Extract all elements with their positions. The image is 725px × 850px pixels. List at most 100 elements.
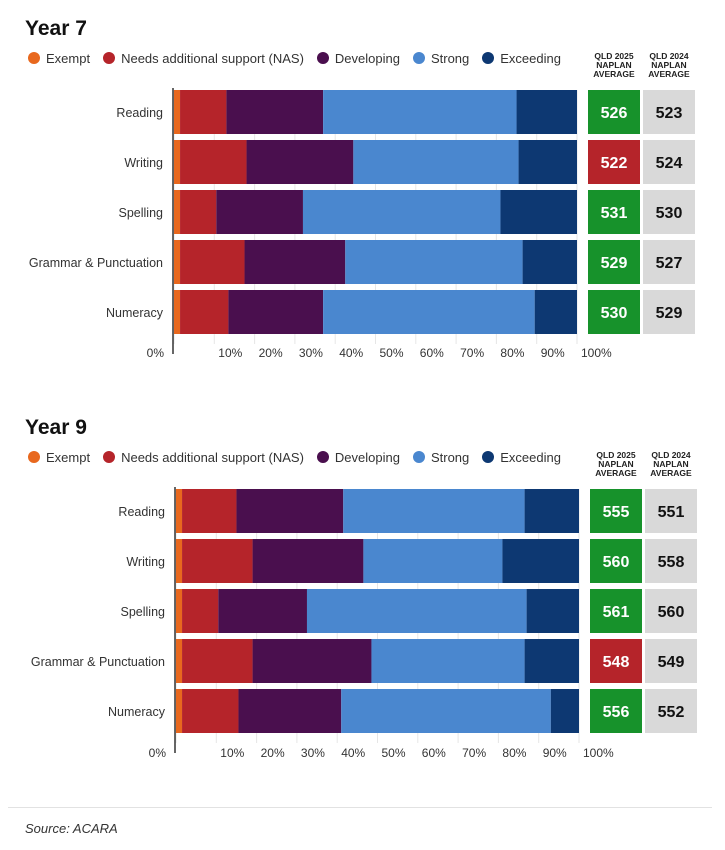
x-tick-label: 100% <box>583 746 614 760</box>
bar-segment <box>176 489 183 533</box>
bar-segment <box>176 639 183 683</box>
bar-segment <box>518 140 577 184</box>
x-tick-label: 90% <box>543 746 567 760</box>
legend-item-nas: Needs additional support (NAS) <box>103 450 304 465</box>
legend-label: Needs additional support (NAS) <box>121 50 304 66</box>
legend-swatch-exempt <box>28 451 40 463</box>
x-tick-label: 80% <box>500 346 524 360</box>
avg-2025-value: 526 <box>601 105 628 122</box>
legend-label: Needs additional support (NAS) <box>121 449 304 465</box>
avg-2025-value: 560 <box>603 554 630 571</box>
avg-2025-box <box>590 489 642 533</box>
bar-segment <box>341 689 551 733</box>
bar-segment <box>550 689 579 733</box>
category-label: Writing <box>126 555 165 569</box>
bar-segment <box>252 639 372 683</box>
bar-segment <box>180 90 227 134</box>
avg-2024-box <box>645 589 697 633</box>
legend-swatch-exceeding <box>482 52 495 64</box>
x-tick-label: 30% <box>301 746 325 760</box>
avg-2025-value: 529 <box>601 255 628 272</box>
avg-2024-value: 560 <box>658 604 685 621</box>
category-label: Spelling <box>121 605 166 619</box>
bar-segment <box>180 240 245 284</box>
legend-item-nas: Needs additional support (NAS) <box>103 51 304 66</box>
avg-2025-box <box>588 190 640 234</box>
year9-header-2025: QLD 2025 NAPLAN AVERAGE <box>595 450 637 478</box>
bar-segment <box>246 140 354 184</box>
bar-segment <box>371 639 525 683</box>
bar-segment <box>323 90 517 134</box>
bar-segment <box>174 290 181 334</box>
legend-label: Developing <box>334 449 400 465</box>
category-label: Grammar & Punctuation <box>29 256 163 270</box>
bar-segment <box>182 639 253 683</box>
bar-segment <box>524 639 579 683</box>
bar-segment <box>236 489 344 533</box>
legend-swatch-nas <box>103 451 116 463</box>
bar-segment <box>226 90 324 134</box>
x-tick-label: 40% <box>341 746 365 760</box>
bar-segment <box>182 489 237 533</box>
legend-label: Exempt <box>46 449 91 465</box>
legend-label: Exempt <box>46 50 91 66</box>
legend-label: Strong <box>430 50 470 66</box>
avg-2025-box <box>588 90 640 134</box>
x-tick-label: 60% <box>422 746 446 760</box>
bar-segment <box>323 290 535 334</box>
x-tick-label: 40% <box>339 346 363 360</box>
bar-segment <box>522 240 577 284</box>
year9-legend: Exempt Needs additional support (NAS) De… <box>28 449 574 465</box>
category-label: Writing <box>124 156 163 170</box>
bar-segment <box>238 689 342 733</box>
legend-item-exceeding: Exceeding <box>482 51 561 66</box>
x-tick-label: 90% <box>541 346 565 360</box>
avg-2025-value: 561 <box>603 604 630 621</box>
avg-2025-value: 531 <box>601 205 628 222</box>
avg-2025-box <box>588 140 640 184</box>
avg-2024-value: 523 <box>656 105 683 122</box>
legend-swatch-developing <box>316 52 329 64</box>
x-tick-label: 60% <box>420 346 444 360</box>
bar-segment <box>302 190 501 234</box>
bar-segment <box>174 240 181 284</box>
bar-segment <box>182 689 239 733</box>
avg-2024-box <box>643 240 695 284</box>
chart-year7: Reading 526 523 Writing 522 524 Spelling 531 530… <box>29 88 695 360</box>
bar-segment <box>218 589 307 633</box>
bar-segment <box>180 140 247 184</box>
x-tick-label: 50% <box>382 746 406 760</box>
bar-segment <box>252 539 364 583</box>
bar-segment <box>216 190 303 234</box>
bar-segment <box>182 589 219 633</box>
bar-segment <box>363 539 503 583</box>
bar-segment <box>526 589 579 633</box>
year7-title: Year 7 <box>25 17 87 40</box>
bar-segment <box>343 489 525 533</box>
avg-2024-value: 527 <box>656 255 683 272</box>
x-tick-label: 100% <box>581 346 612 360</box>
bar-segment <box>180 190 217 234</box>
avg-2024-value: 549 <box>658 654 685 671</box>
avg-2024-box <box>645 689 697 733</box>
bar-segment <box>353 140 519 184</box>
x-tick-label: 10% <box>218 346 242 360</box>
avg-2025-box <box>590 639 642 683</box>
avg-2025-value: 556 <box>603 704 630 721</box>
x-tick-label: 70% <box>462 746 486 760</box>
avg-2025-value: 555 <box>603 504 630 521</box>
bar-segment <box>500 190 577 234</box>
bar-segment <box>180 290 229 334</box>
category-label: Grammar & Punctuation <box>31 655 165 669</box>
legend-item-strong: Strong <box>412 50 470 66</box>
bar-segment <box>516 90 577 134</box>
avg-2024-box <box>645 489 697 533</box>
bar-segment <box>534 290 577 334</box>
bar-segment <box>176 539 183 583</box>
x-tick-label: 80% <box>502 746 526 760</box>
legend-label: Exceeding <box>500 50 561 66</box>
avg-2024-value: 552 <box>658 704 685 721</box>
x-tick-label: 50% <box>380 346 404 360</box>
avg-2025-value: 530 <box>601 305 628 322</box>
x-tick-label: 70% <box>460 346 484 360</box>
